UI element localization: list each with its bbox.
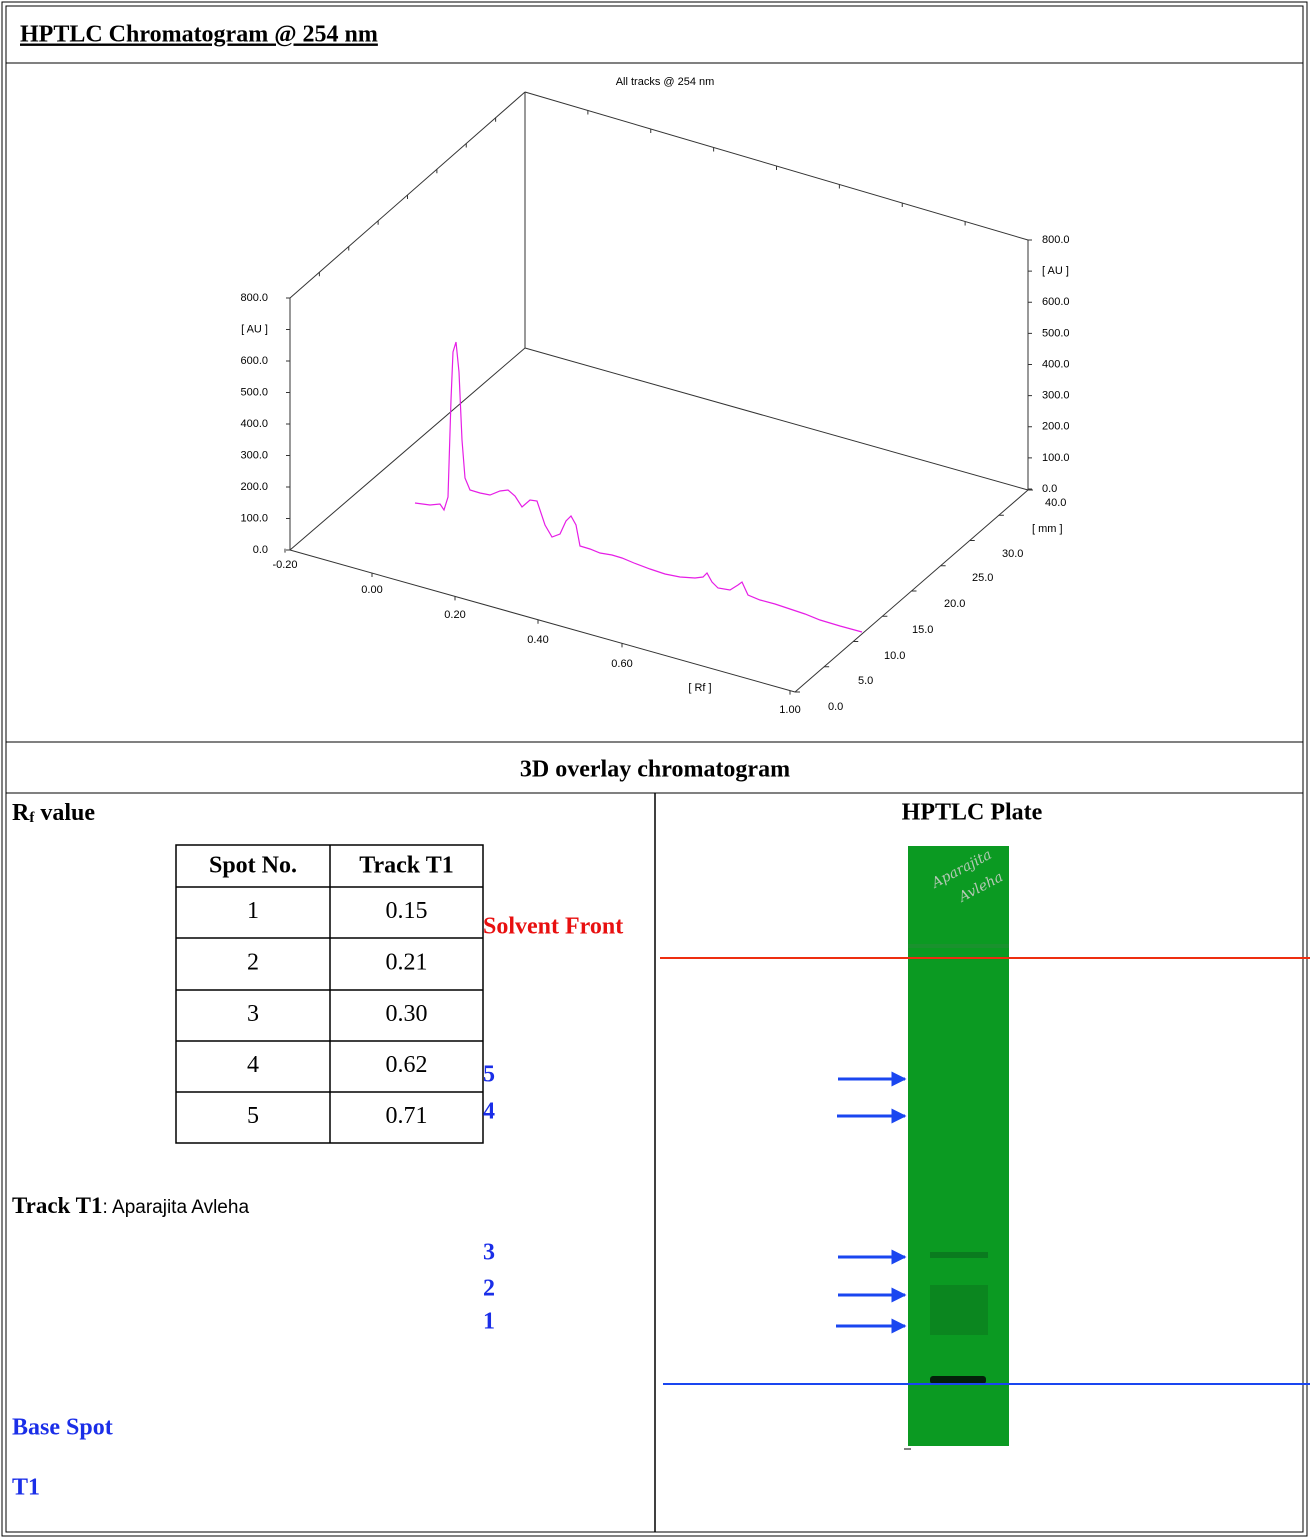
rf-heading-main: R xyxy=(12,800,30,826)
spot-label: 3 xyxy=(483,1240,495,1266)
left-axis-label: 500.0 xyxy=(240,386,268,398)
mm-axis-label: 20.0 xyxy=(944,598,965,610)
table-header: Track T1 xyxy=(359,853,453,879)
mm-axis-label: 10.0 xyxy=(884,650,905,662)
right-axis-label: 600.0 xyxy=(1042,296,1070,308)
right-axis-label: 200.0 xyxy=(1042,421,1070,433)
left-axis-label: 400.0 xyxy=(240,418,268,430)
left-axis-label: 300.0 xyxy=(240,449,268,461)
table-cell: 4 xyxy=(247,1052,259,1078)
caption: 3D overlay chromatogram xyxy=(520,757,790,783)
mm-axis-label: 25.0 xyxy=(972,572,993,584)
solvent-front-label: Solvent Front xyxy=(483,914,623,940)
document: HPTLC Chromatogram @ 254 nm All tracks @… xyxy=(0,0,1310,1539)
mm-axis-label: 5.0 xyxy=(858,675,873,687)
plate-title: HPTLC Plate xyxy=(902,800,1043,826)
rf-axis-label: 0.60 xyxy=(611,658,632,670)
rf-heading-sub: f xyxy=(29,810,35,826)
mm-axis-label: 40.0 xyxy=(1045,497,1066,509)
chart-title: All tracks @ 254 nm xyxy=(616,76,715,88)
plate-image xyxy=(904,846,1009,1449)
spot-arrows xyxy=(836,1079,905,1326)
mm-axis-label: [ mm ] xyxy=(1032,523,1063,535)
right-axis-label: 0.0 xyxy=(1042,483,1057,495)
spot-label: 4 xyxy=(483,1099,495,1125)
left-axis-label: 800.0 xyxy=(240,292,268,304)
mm-axis-label: 0.0 xyxy=(828,701,843,713)
right-axis-label: 800.0 xyxy=(1042,234,1070,246)
right-axis-label: 400.0 xyxy=(1042,358,1070,370)
rf-heading-rest: value xyxy=(40,800,95,826)
right-axis-label: 100.0 xyxy=(1042,452,1070,464)
spot-label: 5 xyxy=(483,1062,495,1088)
left-axis-label: [ AU ] xyxy=(241,323,268,335)
rf-axis-label: [ Rf ] xyxy=(688,682,711,694)
page: HPTLC Chromatogram @ 254 nm All tracks @… xyxy=(0,0,1310,1539)
table-cell: 0.30 xyxy=(386,1001,428,1027)
left-axis-label: 200.0 xyxy=(240,481,268,493)
rf-axis-label: 0.00 xyxy=(361,584,382,596)
plot-box xyxy=(290,92,1028,692)
rf-table: Spot No. Track T1 1 0.15 2 0.21 3 0.30 4 0.62 5 0.7… xyxy=(176,845,483,1143)
right-axis-label: 300.0 xyxy=(1042,390,1070,402)
left-axis-label: 0.0 xyxy=(253,544,268,556)
table-cell: 0.15 xyxy=(386,898,428,924)
table-header: Spot No. xyxy=(209,853,297,879)
rf-axis-label: 0.20 xyxy=(444,609,465,621)
mm-axis-label: 30.0 xyxy=(1002,548,1023,560)
track-id: T1 xyxy=(12,1475,40,1501)
table-cell: 5 xyxy=(247,1103,259,1129)
right-axis-label: [ AU ] xyxy=(1042,265,1069,277)
spot-label: 2 xyxy=(483,1276,495,1302)
rf-axis-label: 1.00 xyxy=(779,704,800,716)
table-cell: 0.71 xyxy=(386,1103,428,1129)
rf-axis-label: 0.40 xyxy=(527,634,548,646)
spot-label: 1 xyxy=(483,1309,495,1335)
left-axis-label: 100.0 xyxy=(240,512,268,524)
mm-axis-label: 15.0 xyxy=(912,624,933,636)
right-axis-label: 500.0 xyxy=(1042,327,1070,339)
table-cell: 1 xyxy=(247,898,259,924)
track-label: Track T1 xyxy=(12,1193,103,1218)
header-title: HPTLC Chromatogram @ 254 nm xyxy=(20,22,378,48)
table-cell: 0.62 xyxy=(386,1052,428,1078)
table-cell: 0.21 xyxy=(386,950,428,976)
table-cell: 2 xyxy=(247,950,259,976)
track-desc: : Aparajita Avleha xyxy=(103,1197,250,1218)
track-line: Track T1: Aparajita Avleha xyxy=(12,1193,249,1218)
base-spot: Base Spot xyxy=(12,1415,113,1441)
table-cell: 3 xyxy=(247,1001,259,1027)
left-axis-label: 600.0 xyxy=(240,355,268,367)
rf-axis-label: -0.20 xyxy=(272,559,297,571)
